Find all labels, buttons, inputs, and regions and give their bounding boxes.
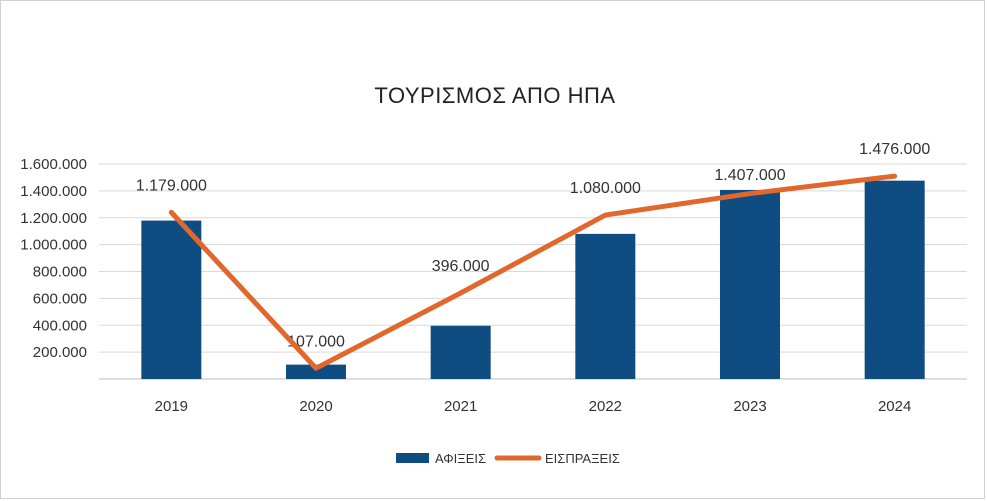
data-label-2023: 1.407.000 xyxy=(714,167,785,184)
y-axis-labels: 200.000 400.000 600.000 800.000 1.000.000 1.2… xyxy=(20,156,87,361)
x-tick-label: 2024 xyxy=(878,398,911,415)
data-label-2024: 1.476.000 xyxy=(859,141,930,158)
line-eispraxeis xyxy=(168,173,898,371)
x-axis-labels: 2019 2020 2021 2022 2023 2024 xyxy=(155,398,912,415)
bar-series xyxy=(141,180,925,379)
y-tick-label: 1.000.000 xyxy=(20,237,87,254)
x-tick-label: 2023 xyxy=(733,398,766,415)
y-tick-label: 1.200.000 xyxy=(20,210,87,227)
bar-2022 xyxy=(575,233,636,379)
bar-2020 xyxy=(286,364,346,379)
y-tick-label: 600.000 xyxy=(33,290,87,307)
data-label-2022: 1.080.000 xyxy=(570,180,641,197)
x-tick-label: 2019 xyxy=(155,398,188,415)
data-label-2020: 107.000 xyxy=(287,334,345,351)
bar-2024 xyxy=(864,180,925,379)
y-tick-label: 800.000 xyxy=(33,264,87,281)
data-label-2021: 396.000 xyxy=(432,258,490,275)
gridlines xyxy=(99,163,967,380)
chart-title: ΤΟΥΡΙΣΜΟΣ ΑΠΟ ΗΠΑ xyxy=(374,83,615,108)
legend-label-eispraxeis: ΕΙΣΠΡΑΞΕΙΣ xyxy=(545,451,620,466)
bar-2023 xyxy=(720,189,780,379)
y-tick-label: 400.000 xyxy=(33,317,87,334)
x-tick-label: 2020 xyxy=(299,398,332,415)
bar-2021 xyxy=(430,325,491,379)
legend-swatch-afixeis xyxy=(396,453,429,463)
legend: ΑΦΙΞΕΙΣ ΕΙΣΠΡΑΞΕΙΣ xyxy=(396,451,620,466)
y-tick-label: 1.600.000 xyxy=(20,156,87,173)
data-label-2019: 1.179.000 xyxy=(136,177,207,194)
bar-2019 xyxy=(141,220,202,379)
x-tick-label: 2022 xyxy=(589,398,622,415)
y-tick-label: 1.400.000 xyxy=(20,183,87,200)
line-series xyxy=(168,173,898,371)
bar-data-labels: 1.179.000 107.000 396.000 1.080.000 1.407.00… xyxy=(136,141,931,351)
legend-label-afixeis: ΑΦΙΞΕΙΣ xyxy=(435,451,486,466)
x-tick-label: 2021 xyxy=(444,398,477,415)
y-tick-label: 200.000 xyxy=(33,344,87,361)
